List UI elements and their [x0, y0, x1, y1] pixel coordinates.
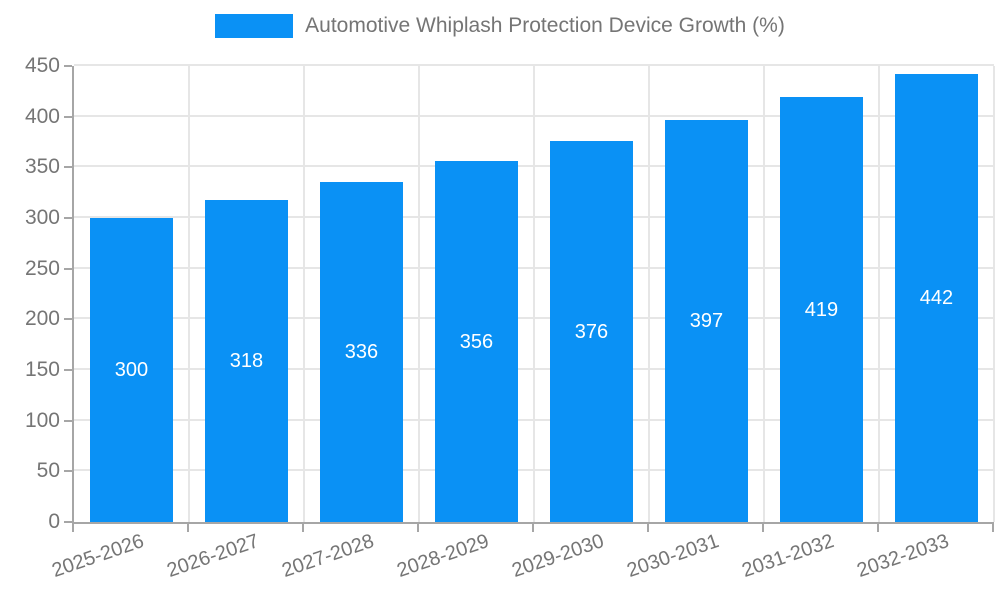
y-tick-label: 350 [24, 155, 60, 179]
x-gridline [188, 66, 190, 522]
x-gridline [533, 66, 535, 522]
bar-value-label: 419 [804, 298, 839, 321]
y-gridline [74, 64, 994, 66]
legend-swatch-icon [215, 14, 294, 38]
bar-2032-2033[interactable]: 442 [895, 74, 978, 522]
bar-value-label: 397 [689, 309, 724, 332]
x-tick-mark [992, 524, 994, 532]
x-tick-label: 2026-2027 [164, 530, 262, 582]
x-gridline [648, 66, 650, 522]
bar-2027-2028[interactable]: 336 [320, 181, 403, 522]
bar-2029-2030[interactable]: 376 [550, 141, 633, 522]
bar-value-label: 356 [459, 330, 494, 353]
y-tick-mark [64, 267, 72, 270]
y-tick-mark [64, 217, 72, 219]
x-tick-label: 2025-2026 [49, 530, 147, 582]
y-tick-mark [64, 115, 72, 118]
x-gridline [878, 66, 880, 522]
bar-2028-2029[interactable]: 356 [435, 161, 518, 522]
x-tick-mark [72, 524, 74, 532]
y-tick-mark [64, 318, 72, 321]
y-tick-label: 100 [24, 408, 60, 432]
y-tick-mark [64, 166, 72, 169]
y-tick-mark [64, 369, 72, 371]
bar-2026-2027[interactable]: 318 [205, 199, 288, 522]
x-tick-mark [647, 524, 649, 532]
bar-2030-2031[interactable]: 397 [665, 119, 748, 522]
x-tick-label: 2027-2028 [279, 530, 377, 582]
legend-label: Automotive Whiplash Protection Device Gr… [305, 14, 785, 37]
y-tick-label: 0 [48, 510, 60, 533]
y-tick-label: 250 [24, 256, 60, 280]
bar-value-label: 336 [344, 340, 379, 363]
x-gridline [993, 66, 995, 522]
bar-2025-2026[interactable]: 300 [90, 218, 173, 522]
bar-value-label: 442 [919, 287, 954, 310]
y-tick-label: 150 [24, 358, 60, 381]
x-tick-label: 2030-2031 [624, 530, 722, 582]
x-tick-mark [302, 524, 304, 532]
x-tick-mark [532, 524, 534, 532]
bar-value-label: 300 [114, 359, 149, 381]
x-tick-mark [762, 524, 764, 532]
bar-value-label: 376 [574, 320, 609, 343]
bar-2031-2032[interactable]: 419 [780, 97, 863, 522]
x-tick-label: 2032-2033 [854, 530, 952, 582]
y-tick-label: 300 [24, 206, 60, 229]
y-tick-label: 400 [24, 104, 60, 128]
chart-legend: Automotive Whiplash Protection Device Gr… [0, 14, 1000, 38]
plot-area: 300 318 336 356 376 397 419 442 [72, 64, 995, 524]
x-tick-mark [417, 524, 419, 532]
bar-value-label: 318 [229, 349, 264, 372]
x-gridline [418, 66, 420, 522]
x-gridline [763, 66, 765, 522]
y-tick-mark [64, 470, 72, 473]
y-tick-mark [64, 521, 72, 523]
x-tick-label: 2031-2032 [739, 530, 837, 582]
y-tick-mark [64, 419, 72, 422]
y-tick-mark [64, 65, 72, 67]
y-tick-label: 200 [24, 307, 60, 331]
x-tick-label: 2028-2029 [394, 530, 492, 582]
x-tick-mark [877, 524, 879, 532]
x-tick-mark [187, 524, 189, 532]
legend-item[interactable]: Automotive Whiplash Protection Device Gr… [215, 14, 785, 38]
y-tick-label: 50 [36, 459, 60, 483]
x-tick-label: 2029-2030 [509, 530, 607, 582]
y-tick-label: 450 [24, 54, 60, 77]
x-gridline [303, 66, 305, 522]
